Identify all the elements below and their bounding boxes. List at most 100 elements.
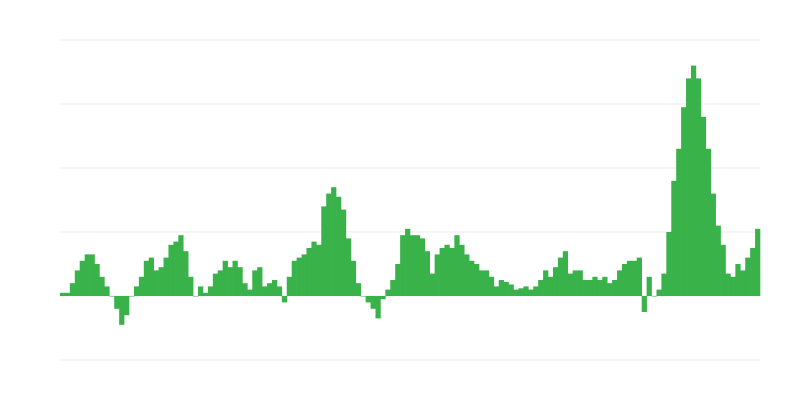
- bar: [686, 78, 692, 297]
- bar: [129, 296, 135, 297]
- bar: [434, 254, 440, 296]
- bar: [439, 248, 445, 296]
- bar: [725, 273, 731, 296]
- bar: [405, 228, 411, 296]
- bar: [193, 296, 199, 297]
- bar: [641, 296, 647, 312]
- bar: [449, 248, 455, 296]
- bar: [671, 180, 677, 296]
- bar: [69, 283, 76, 296]
- bar: [690, 65, 697, 296]
- bar: [237, 267, 243, 296]
- bar: [656, 289, 662, 296]
- bar: [114, 296, 120, 309]
- bar: [730, 276, 736, 296]
- bar: [375, 296, 381, 319]
- bar: [410, 235, 416, 296]
- bar: [597, 280, 603, 296]
- bar: [84, 254, 90, 296]
- bar: [252, 270, 258, 296]
- bar: [577, 270, 583, 296]
- bar: [207, 286, 214, 296]
- bar: [710, 193, 716, 296]
- bar: [163, 257, 169, 296]
- bar: [400, 235, 406, 296]
- bar: [459, 244, 465, 296]
- bar: [217, 270, 223, 296]
- bar: [124, 296, 130, 316]
- bar: [232, 260, 238, 296]
- bar: [94, 264, 100, 296]
- bar: [385, 289, 391, 296]
- bar: [326, 193, 332, 296]
- bar: [552, 267, 559, 296]
- bar: [488, 276, 495, 296]
- bar: [681, 107, 687, 296]
- bar: [602, 276, 608, 296]
- bar: [340, 209, 347, 296]
- bar: [119, 296, 125, 325]
- bar: [202, 292, 209, 296]
- bar: [612, 280, 618, 296]
- bar: [617, 270, 623, 296]
- bar: [316, 244, 322, 296]
- bar: [700, 116, 707, 296]
- bar: [474, 264, 480, 296]
- bar: [222, 260, 228, 296]
- bar: [74, 270, 81, 296]
- bar: [242, 283, 248, 296]
- bar: [301, 254, 307, 296]
- bar: [740, 270, 746, 296]
- gridlines: [60, 39, 760, 361]
- bar: [750, 248, 756, 296]
- bar: [444, 244, 450, 296]
- bar: [198, 286, 204, 296]
- bar: [336, 196, 342, 296]
- bar: [479, 270, 485, 296]
- bar: [188, 276, 194, 296]
- bar: [607, 283, 613, 296]
- bar: [262, 286, 268, 296]
- bar: [503, 281, 509, 296]
- bar: [666, 232, 672, 296]
- bar: [345, 238, 352, 296]
- bar: [493, 286, 500, 296]
- bar: [429, 273, 435, 296]
- bar: [64, 292, 71, 296]
- bar: [133, 286, 140, 296]
- bar: [286, 276, 292, 296]
- bar: [173, 241, 179, 296]
- bar: [705, 148, 712, 296]
- bar: [158, 267, 164, 296]
- bar: [483, 270, 490, 296]
- bar: [513, 289, 519, 296]
- bar: [543, 270, 549, 296]
- bar: [508, 284, 514, 296]
- bar: [528, 289, 534, 296]
- bar: [454, 235, 460, 296]
- bar: [676, 148, 682, 296]
- bar: [715, 225, 721, 296]
- bar: [395, 264, 401, 296]
- bar: [306, 248, 312, 296]
- bar: [621, 264, 628, 296]
- bar: [567, 273, 573, 296]
- bar: [247, 289, 253, 296]
- bar: [661, 273, 667, 296]
- bar: [646, 276, 652, 296]
- bar: [651, 296, 657, 297]
- bar: [745, 257, 751, 296]
- bar: [360, 296, 366, 297]
- bar: [143, 260, 150, 296]
- bar: [60, 292, 66, 296]
- bar: [587, 280, 593, 296]
- bar: [533, 286, 539, 296]
- bar: [636, 257, 642, 296]
- bar: [99, 276, 105, 296]
- bar: [464, 254, 470, 296]
- bar: [331, 187, 337, 296]
- bar: [291, 260, 297, 296]
- bar: [424, 251, 431, 296]
- bar: [631, 260, 638, 296]
- bar: [267, 283, 273, 296]
